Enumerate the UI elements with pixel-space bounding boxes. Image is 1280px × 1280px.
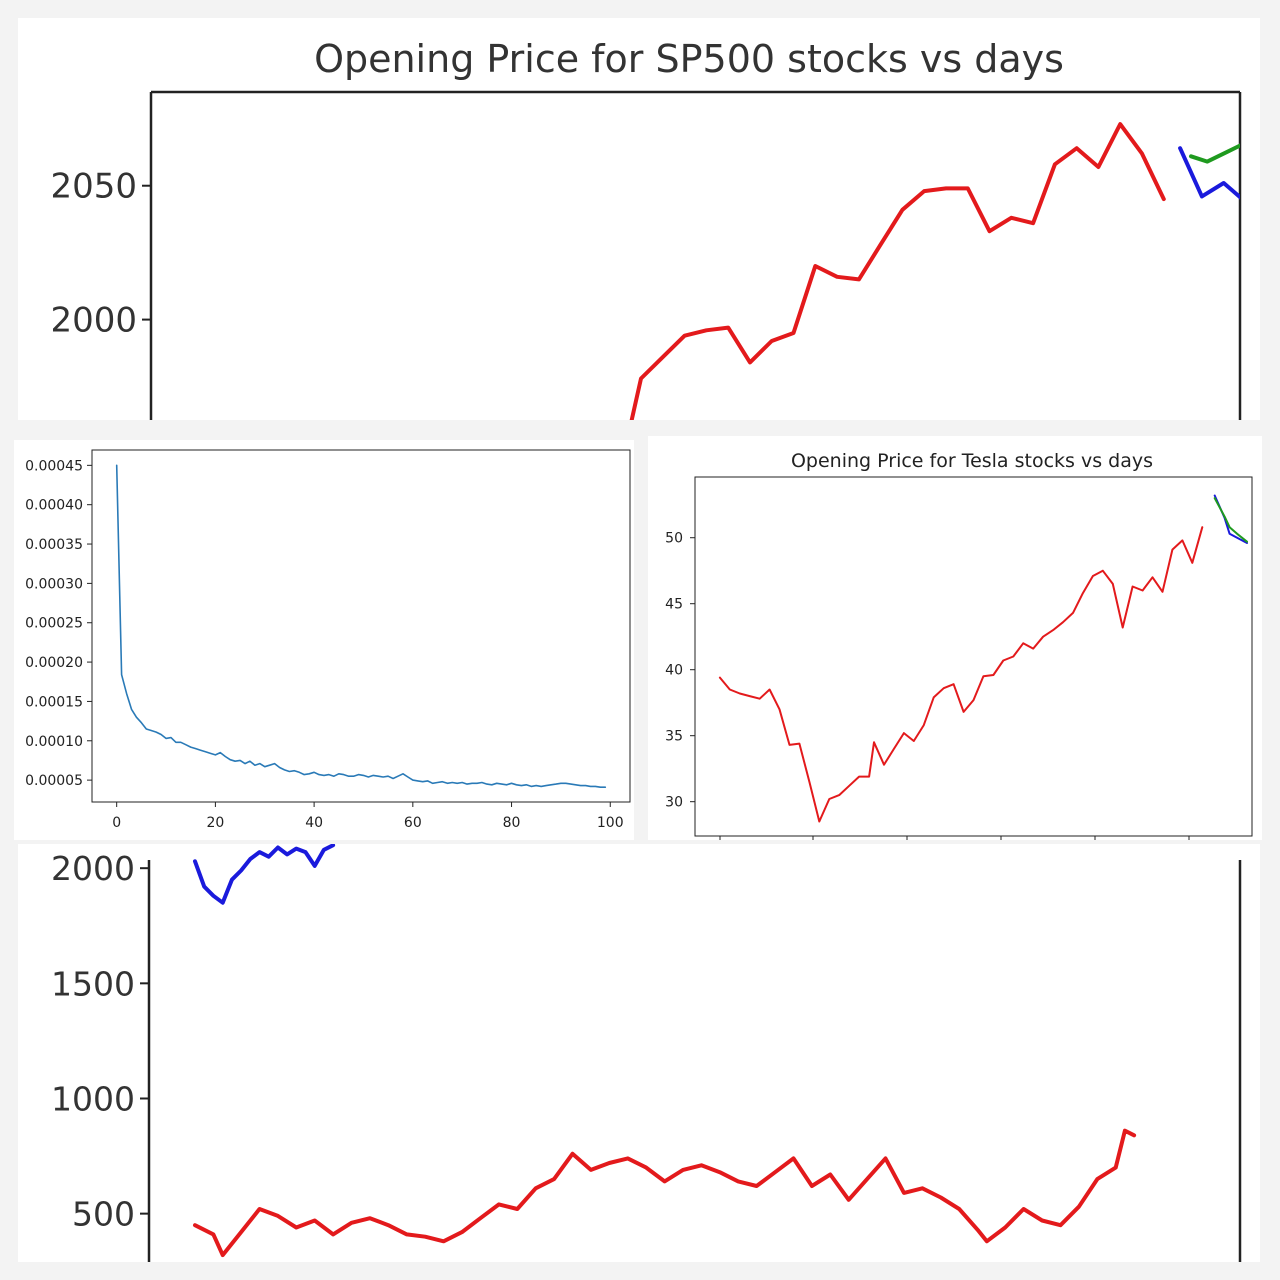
y-tick-label: 2000 xyxy=(50,301,137,341)
series-line-2 xyxy=(1213,497,1248,543)
series-line-0 xyxy=(193,1128,1137,1258)
tesla-panel: Opening Price for Tesla stocks vs days 3… xyxy=(648,436,1262,840)
sp500-zoom-panel: Opening Price for SP500 stocks vs days 2… xyxy=(18,18,1260,420)
y-tick-label: 0.00015 xyxy=(25,694,83,710)
series-line-1 xyxy=(193,844,336,905)
x-tick-label: 60 xyxy=(404,815,422,831)
series-line-1 xyxy=(1178,146,1240,200)
tesla-chart: Opening Price for Tesla stocks vs days 3… xyxy=(665,450,1253,840)
x-tick-label: 20 xyxy=(206,815,224,831)
y-tick-label: 0.00030 xyxy=(25,576,83,592)
chart-title: Opening Price for Tesla stocks vs days xyxy=(791,450,1153,472)
training-loss-chart: 0.00005 0.00010 0.00015 0.00020 0.00025 0.000… xyxy=(25,449,631,831)
y-tick-label: 30 xyxy=(665,795,683,811)
y-tick-label: 0.00020 xyxy=(25,655,83,671)
plot-frame xyxy=(91,449,631,803)
y-tick-label: 50 xyxy=(665,531,683,547)
x-tick-label: 40 xyxy=(305,815,323,831)
series-line-0 xyxy=(115,464,607,789)
y-tick-label: 0.00005 xyxy=(25,773,83,789)
sp500-full-panel: 500 1000 1500 2000 xyxy=(18,844,1260,1262)
series-line-2 xyxy=(1189,143,1240,164)
y-tick-label: 0.00010 xyxy=(25,734,83,750)
y-tick-label: 45 xyxy=(665,597,683,613)
x-tick-label: 100 xyxy=(597,815,624,831)
y-tick-label: 0.00040 xyxy=(25,498,83,514)
chart-title: Opening Price for SP500 stocks vs days xyxy=(314,37,1064,81)
sp500-full-chart: 500 1000 1500 2000 xyxy=(51,844,1242,1262)
y-tick-label: 1500 xyxy=(51,964,135,1003)
loss-panel: 0.00005 0.00010 0.00015 0.00020 0.00025 0.000… xyxy=(14,440,634,840)
x-tick-label: 80 xyxy=(503,815,521,831)
y-tick-label: 35 xyxy=(665,729,683,745)
y-tick-label: 2050 xyxy=(50,167,137,207)
y-tick-label: 0.00035 xyxy=(25,537,83,553)
y-tick-label: 40 xyxy=(665,663,683,679)
y-tick-label: 1000 xyxy=(51,1079,135,1118)
plot-frame xyxy=(694,476,1253,837)
series-line-0 xyxy=(718,526,1204,823)
y-tick-label: 0.00025 xyxy=(25,616,83,632)
series-line-1 xyxy=(1213,494,1248,544)
y-tick-label: 500 xyxy=(72,1195,135,1234)
y-tick-label: 2000 xyxy=(51,849,135,888)
y-tick-label: 0.00045 xyxy=(25,458,83,474)
series-line-0 xyxy=(629,122,1166,420)
sp500-zoom-chart: Opening Price for SP500 stocks vs days 2… xyxy=(50,37,1242,420)
x-tick-label: 0 xyxy=(112,815,121,831)
